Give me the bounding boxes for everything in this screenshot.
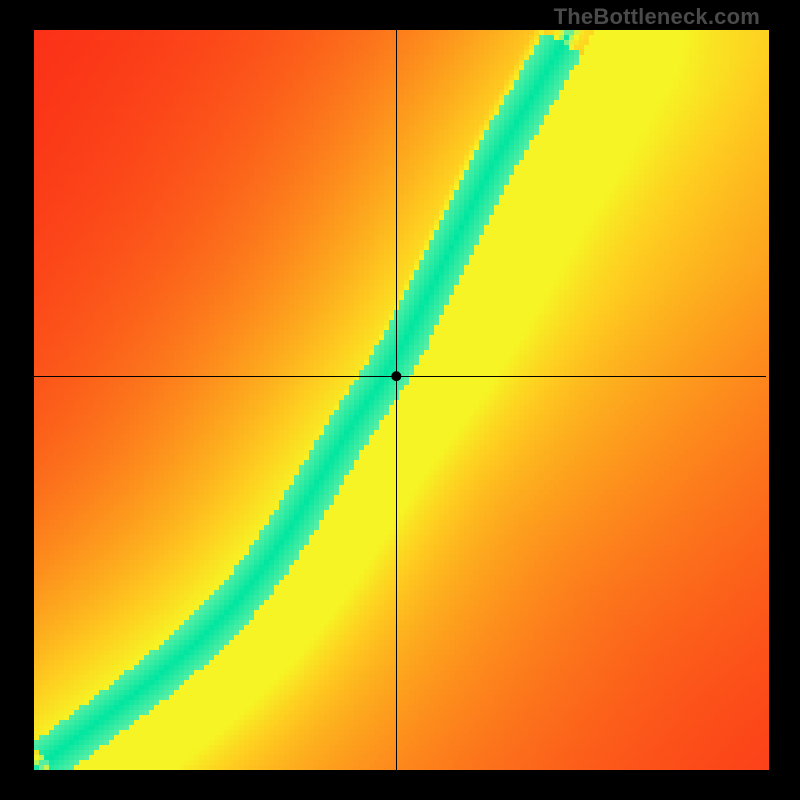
chart-container: TheBottleneck.com: [0, 0, 800, 800]
bottleneck-heatmap: [0, 0, 800, 800]
